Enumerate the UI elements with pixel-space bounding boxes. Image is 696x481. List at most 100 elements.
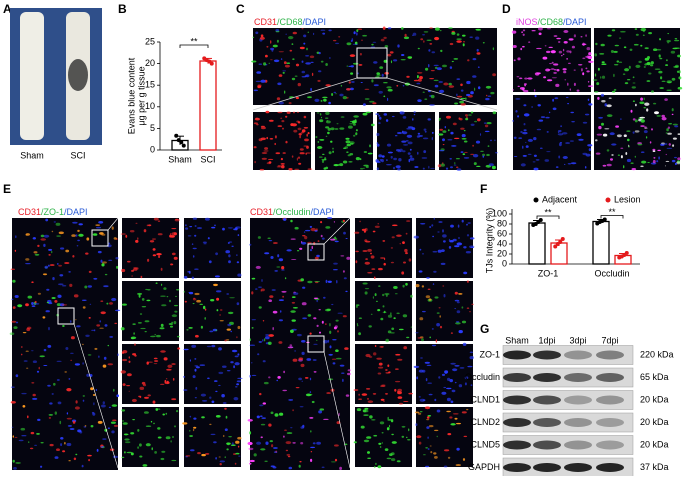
signal-spot [522,33,525,36]
signal-spot [418,396,421,398]
signal-spot [428,49,431,52]
signal-spot [307,280,313,284]
signal-spot [171,321,173,324]
signal-spot [271,444,274,448]
signal-spot [462,34,466,37]
signal-spot [442,130,447,133]
signal-spot [221,394,225,398]
signal-spot [292,307,298,309]
signal-spot [301,28,304,30]
signal-spot [486,94,488,97]
signal-spot [322,96,328,99]
signal-spot [364,98,370,100]
significance-bracket [179,44,209,48]
signal-spot [346,256,351,260]
signal-spot [325,323,327,325]
signal-spot [363,151,368,153]
stain: /DAPI [64,207,88,217]
signal-spot [401,54,405,56]
signal-spot [132,353,137,356]
signal-spot [369,100,375,103]
signal-spot [359,220,361,223]
signal-spot [319,408,325,411]
signal-spot [598,125,602,130]
signal-spot [282,389,288,392]
signal-spot [170,325,173,328]
signal-spot [109,336,114,338]
signal-spot [334,444,339,447]
signal-spot [536,47,542,50]
signal-spot [382,305,385,308]
blot-band [503,350,531,360]
signal-spot [432,283,435,285]
signal-spot [328,151,332,155]
signal-spot [456,422,461,425]
signal-spot [600,43,605,47]
signal-spot [132,268,138,271]
signal-spot [429,445,432,447]
signal-spot [109,302,113,305]
signal-spot [487,95,492,97]
signal-spot [594,91,599,93]
signal-spot [314,281,320,283]
signal-spot [52,277,55,281]
signal-spot [113,388,115,392]
signal-spot [456,168,462,172]
signal-spot [215,390,218,393]
signal-spot [347,369,351,372]
signal-spot [40,234,45,238]
signal-spot [42,273,48,276]
signal-spot [186,329,189,331]
signal-spot [269,138,274,140]
signal-spot [565,96,569,98]
signal-spot [55,222,61,226]
signal-spot [546,131,549,133]
signal-spot [588,60,594,63]
signal-spot [121,268,126,273]
blot-band [596,418,624,427]
signal-spot [304,377,309,379]
signal-spot [325,63,328,66]
signal-spot [277,125,283,127]
signal-spot [435,339,438,343]
signal-spot [383,262,386,266]
signal-spot [95,388,98,392]
signal-spot [470,123,475,127]
signal-spot [36,370,40,373]
signal-spot [462,41,466,43]
signal-spot [538,119,544,122]
signal-spot [423,454,426,456]
signal-spot [353,389,359,391]
signal-spot [286,249,292,252]
signal-spot [664,143,668,145]
signal-spot [100,446,105,448]
signal-spot [345,140,351,144]
signal-spot [131,275,133,277]
signal-spot [310,87,312,92]
signal-spot [139,313,143,315]
signal-spot [377,309,381,312]
signal-spot [599,53,605,55]
signal-spot [307,31,309,33]
signal-spot [264,460,268,462]
signal-spot [174,310,178,313]
signal-spot [289,344,293,347]
signal-spot [409,155,413,158]
signal-spot [390,155,393,159]
signal-spot [157,220,161,222]
signal-spot [176,410,179,413]
signal-spot [121,409,126,412]
signal-spot [237,377,243,380]
signal-spot [175,218,179,221]
signal-spot [540,116,546,118]
micrograph-signal [595,93,681,171]
signal-spot [454,308,457,310]
signal-spot [348,81,351,84]
signal-spot [325,279,328,284]
signal-spot [425,295,431,299]
signal-spot [122,358,128,362]
signal-spot [362,112,368,116]
signal-spot [564,79,567,81]
signal-spot [329,330,332,334]
signal-spot [90,387,94,391]
